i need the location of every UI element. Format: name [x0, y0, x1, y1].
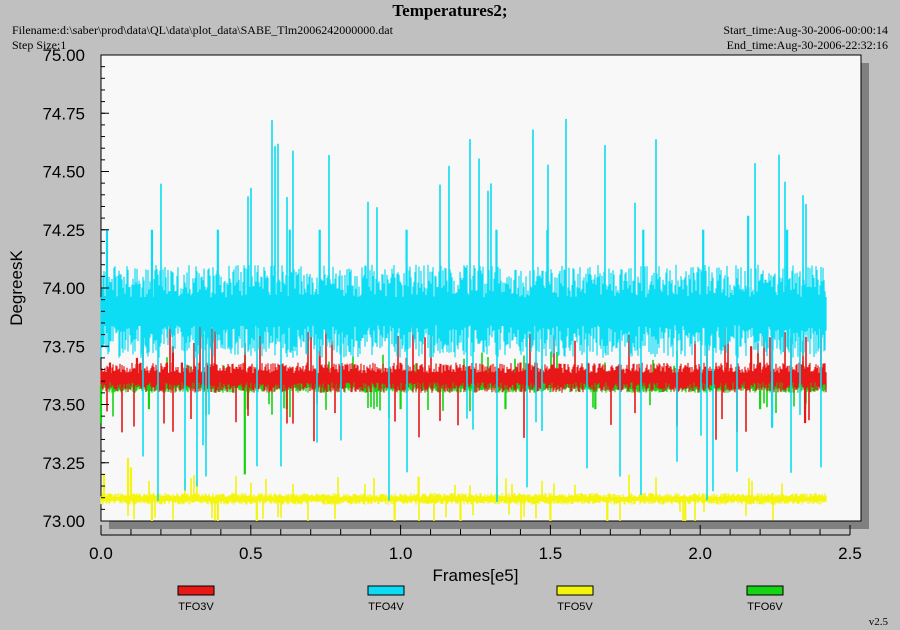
y-tick-label: 75.00: [42, 46, 85, 65]
y-tick-label: 74.00: [42, 279, 85, 298]
legend-swatch: [367, 585, 405, 596]
x-axis-label: Frames[e5]: [433, 566, 519, 585]
series-tfo3v: [100, 316, 827, 442]
legend-swatch: [746, 585, 784, 596]
y-axis-label: DegreesK: [7, 250, 26, 326]
version-label: v2.5: [868, 616, 888, 628]
x-tick-label: 2.5: [838, 544, 862, 563]
legend-item-tfo6v: TFO6V: [746, 585, 784, 613]
step-size-label: Step Size:1: [12, 38, 67, 52]
chart-title: Temperatures2;: [392, 1, 508, 20]
series-excursions: [106, 316, 822, 442]
legend-item-tfo4v: TFO4V: [367, 585, 405, 613]
legend-swatch: [556, 585, 594, 596]
x-tick-label: 0.5: [239, 544, 263, 563]
legend-item-tfo5v: TFO5V: [556, 585, 594, 613]
filename-label: Filename:d:\saber\prod\data\QL\data\plot…: [12, 23, 393, 37]
legend-label: TFO4V: [368, 601, 404, 613]
end-time-label: End_time:Aug-30-2006-22:32:16: [726, 38, 888, 52]
series-band: [100, 493, 827, 505]
legend-item-tfo3v: TFO3V: [177, 585, 215, 613]
y-tick-label: 73.50: [42, 396, 85, 415]
x-tick-label: 2.0: [688, 544, 712, 563]
series-tfo4v: [100, 118, 827, 502]
x-tick-label: 0.0: [89, 544, 113, 563]
series-excursions: [127, 474, 783, 521]
series-band: [100, 264, 827, 358]
y-tick-label: 74.75: [42, 104, 85, 123]
y-tick-label: 73.75: [42, 337, 85, 356]
x-tick-label: 1.0: [389, 544, 413, 563]
y-tick-label: 74.50: [42, 163, 85, 182]
legend-label: TFO6V: [747, 601, 783, 613]
start-time-label: Start_time:Aug-30-2006-00:00:14: [723, 23, 888, 37]
y-tick-label: 73.00: [42, 512, 85, 531]
series-tfo5v: [100, 458, 827, 521]
legend-swatch: [177, 585, 215, 596]
legend-label: TFO5V: [557, 601, 593, 613]
y-tick-label: 73.25: [42, 454, 85, 473]
y-tick-label: 74.25: [42, 221, 85, 240]
series-excursions: [142, 118, 822, 502]
x-tick-label: 1.5: [539, 544, 563, 563]
legend-label: TFO3V: [178, 601, 214, 613]
